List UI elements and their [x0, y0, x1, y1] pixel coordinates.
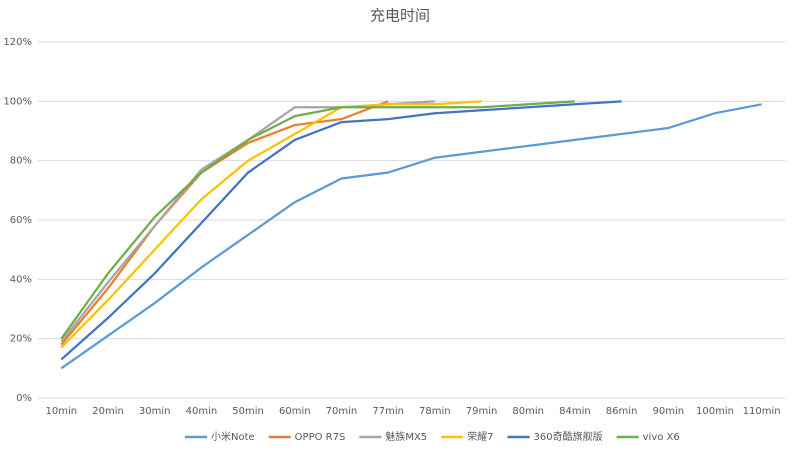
x-tick-label: 79min — [466, 406, 498, 417]
y-tick-label: 120% — [3, 37, 32, 48]
legend-label: 魅族MX5 — [385, 430, 427, 443]
series-line — [60, 100, 575, 340]
x-tick-label: 110min — [743, 406, 781, 417]
series-line — [60, 100, 622, 361]
legend-label: vivo X6 — [643, 432, 680, 443]
chart-title: 充电时间 — [370, 7, 430, 25]
legend-label: OPPO R7S — [295, 432, 346, 443]
x-tick-label: 100min — [696, 406, 734, 417]
x-tick-label: 78min — [419, 406, 451, 417]
x-tick-label: 50min — [232, 406, 264, 417]
x-tick-label: 30min — [139, 406, 171, 417]
series-line — [60, 100, 482, 349]
series-line — [60, 100, 389, 346]
x-tick-label: 84min — [559, 406, 591, 417]
y-tick-label: 20% — [10, 334, 32, 345]
legend-label: 荣耀7 — [467, 431, 493, 443]
series-line — [60, 100, 435, 343]
legend-label: 小米Note — [211, 430, 255, 443]
x-tick-label: 10min — [46, 406, 78, 417]
legend-label: 360奇酷旗舰版 — [534, 430, 603, 443]
x-tick-label: 20min — [92, 406, 124, 417]
x-tick-label: 77min — [372, 406, 404, 417]
x-tick-label: 40min — [186, 406, 218, 417]
y-tick-label: 40% — [10, 274, 32, 285]
y-tick-label: 100% — [3, 96, 32, 107]
y-tick-label: 80% — [10, 156, 32, 167]
x-tick-label: 60min — [279, 406, 311, 417]
y-tick-label: 0% — [16, 393, 32, 404]
x-tick-label: 90min — [652, 406, 684, 417]
x-tick-label: 80min — [512, 406, 544, 417]
series-line — [60, 103, 762, 370]
x-tick-label: 70min — [326, 406, 358, 417]
y-tick-label: 60% — [10, 215, 32, 226]
x-tick-label: 86min — [606, 406, 638, 417]
